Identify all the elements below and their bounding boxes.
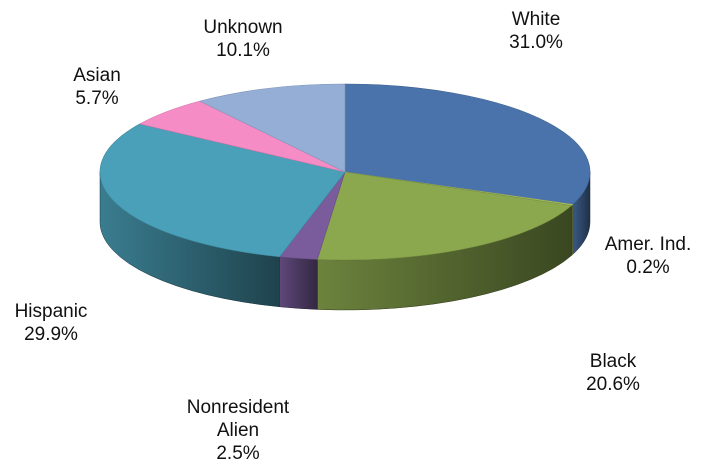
- label-unknown-value: 10.1%: [216, 40, 270, 61]
- label-black: Black 20.6%: [566, 350, 660, 396]
- label-amer-ind-name: Amer. Ind.: [604, 234, 692, 255]
- label-nonresident-line1: Nonresident: [186, 397, 290, 418]
- label-nonresident-line2: Alien: [216, 420, 260, 441]
- pie-slice-hispanic: [99, 123, 346, 258]
- label-black-value: 20.6%: [586, 374, 640, 395]
- label-unknown-name: Unknown: [203, 17, 283, 38]
- pie-slice-black: [316, 171, 573, 261]
- label-white-value: 31.0%: [509, 32, 563, 53]
- pie-side-nonresident-alien: [279, 256, 318, 310]
- label-white: White 31.0%: [488, 8, 584, 54]
- label-black-name: Black: [589, 351, 637, 372]
- label-white-name: White: [511, 9, 561, 30]
- label-hispanic-name: Hispanic: [14, 301, 88, 322]
- pie-slice-white: [344, 83, 591, 205]
- label-asian-value: 5.7%: [75, 88, 119, 109]
- label-hispanic: Hispanic 29.9%: [4, 300, 98, 346]
- label-asian-name: Asian: [73, 65, 121, 86]
- label-amer-ind-value: 0.2%: [626, 257, 670, 278]
- label-asian: Asian 5.7%: [58, 64, 136, 110]
- label-unknown: Unknown 10.1%: [188, 16, 298, 62]
- label-hispanic-value: 29.9%: [24, 324, 78, 345]
- label-nonresident-value: 2.5%: [216, 443, 260, 464]
- label-nonresident-alien: Nonresident Alien 2.5%: [168, 396, 308, 465]
- pie-top: [99, 83, 591, 261]
- label-amer-ind: Amer. Ind. 0.2%: [598, 233, 698, 279]
- pie-slice-unknown: [198, 83, 346, 173]
